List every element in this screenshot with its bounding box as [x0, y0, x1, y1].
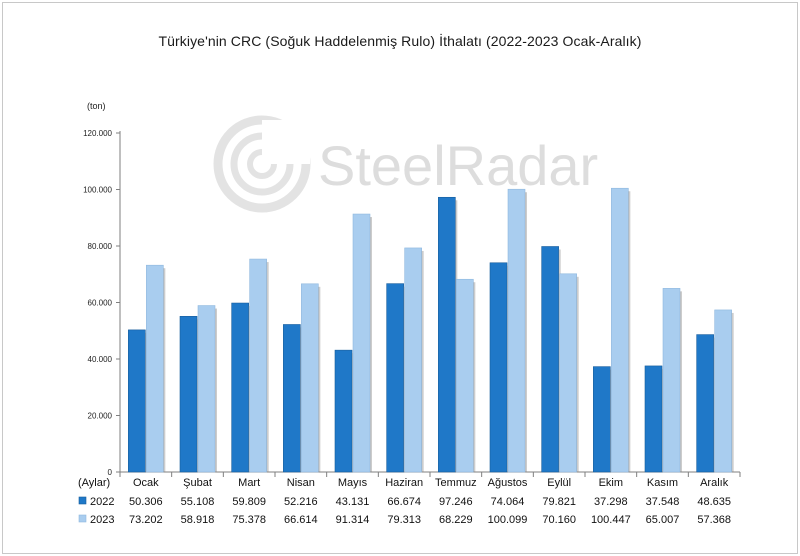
bar-shadow	[370, 217, 372, 472]
legend-label-2022: 2022	[90, 496, 114, 508]
y-tick-label: 40.000	[88, 355, 113, 364]
bar-shadow	[628, 191, 631, 472]
bar-2023-9	[559, 273, 577, 473]
data-label-2022: 74.064	[491, 496, 525, 508]
legend-swatch-2022	[78, 496, 87, 505]
bar-2023-12	[714, 309, 732, 473]
bar-2022-10	[593, 366, 611, 473]
bar-2023-11	[662, 288, 681, 473]
data-label-2022: 52.216	[284, 496, 318, 508]
category-label: Ekim	[599, 477, 623, 489]
data-label-2023: 70.160	[542, 514, 576, 526]
bar-2022-4	[283, 324, 301, 473]
data-label-2022: 48.635	[697, 496, 731, 508]
category-label: Şubat	[183, 477, 212, 489]
bar-2023-6	[404, 247, 422, 473]
bar-shadow	[525, 192, 527, 472]
category-label: Eylül	[547, 477, 571, 489]
data-label-2023: 66.614	[284, 514, 318, 526]
bar-2023-8	[507, 188, 526, 473]
category-label: Aralık	[700, 477, 729, 489]
data-label-2023: 65.007	[646, 514, 680, 526]
category-label: Haziran	[385, 477, 423, 489]
data-label-2023: 79.313	[387, 514, 421, 526]
data-label-2023: 58.918	[181, 514, 215, 526]
table-header-label: (Aylar)	[78, 477, 110, 489]
data-label-2022: 66.674	[387, 496, 421, 508]
bar-2022-6	[386, 283, 404, 473]
y-tick-label: 80.000	[88, 242, 113, 251]
bar-2023-2	[197, 305, 216, 473]
bar-shadow	[266, 262, 269, 472]
bar-shadow	[215, 308, 217, 472]
y-tick-label: 100.000	[83, 186, 112, 195]
bar-shadow	[576, 276, 579, 472]
category-label: Ocak	[133, 477, 159, 489]
y-tick-label: 60.000	[88, 299, 113, 308]
legend-swatch-2023	[78, 514, 87, 523]
category-label: Nisan	[287, 477, 315, 489]
bar-shadow	[731, 312, 734, 472]
bar-2023-10	[611, 187, 629, 473]
bar-shadow	[680, 291, 682, 472]
bar-2022-7	[438, 196, 456, 473]
category-label: Mart	[238, 477, 260, 489]
steelradar-watermark-logo: SteelRadar	[213, 115, 598, 213]
legend-label-2023: 2023	[90, 514, 114, 526]
category-label: Mayıs	[338, 477, 368, 489]
data-label-2022: 55.108	[181, 496, 215, 508]
bar-2022-12	[696, 334, 714, 473]
bar-2023-4	[301, 283, 319, 473]
data-label-2023: 57.368	[697, 514, 731, 526]
bar-2023-3	[249, 258, 267, 473]
bar-shadow	[318, 286, 321, 472]
bar-2022-3	[231, 302, 249, 473]
bar-2022-8	[489, 262, 508, 473]
data-label-2022: 37.548	[646, 496, 680, 508]
bar-2023-5	[352, 213, 371, 473]
bar-shadow	[421, 250, 424, 472]
bar-2023-1	[146, 264, 164, 473]
data-label-2023: 68.229	[439, 514, 473, 526]
y-tick-label: 120.000	[83, 129, 112, 138]
data-label-2023: 100.099	[488, 514, 528, 526]
data-label-2023: 75.378	[232, 514, 266, 526]
data-label-2022: 50.306	[129, 496, 163, 508]
bar-2022-11	[644, 365, 663, 473]
bar-2022-5	[334, 349, 353, 473]
category-label: Kasım	[647, 477, 678, 489]
data-label-2022: 59.809	[232, 496, 266, 508]
data-label-2022: 37.298	[594, 496, 628, 508]
bar-2022-2	[179, 316, 198, 473]
bar-2023-7	[456, 278, 474, 473]
y-axis-unit-label: (ton)	[87, 101, 106, 111]
bar-shadow	[473, 282, 476, 472]
bar-2022-9	[541, 246, 559, 473]
data-label-2022: 79.821	[542, 496, 576, 508]
category-label: Temmuz	[435, 477, 477, 489]
y-tick-label: 0	[108, 468, 113, 477]
bar-shadow	[163, 268, 166, 472]
watermark-text: SteelRadar	[318, 134, 598, 197]
chart-title: Türkiye'nin CRC (Soğuk Haddelenmiş Rulo)…	[158, 33, 642, 49]
data-label-2023: 91.314	[336, 514, 370, 526]
y-tick-label: 20.000	[88, 412, 113, 421]
data-label-2023: 73.202	[129, 514, 163, 526]
data-label-2022: 43.131	[336, 496, 370, 508]
bar-2022-1	[128, 329, 146, 473]
data-label-2023: 100.447	[591, 514, 631, 526]
data-label-2022: 97.246	[439, 496, 473, 508]
category-label: Ağustos	[488, 477, 528, 489]
